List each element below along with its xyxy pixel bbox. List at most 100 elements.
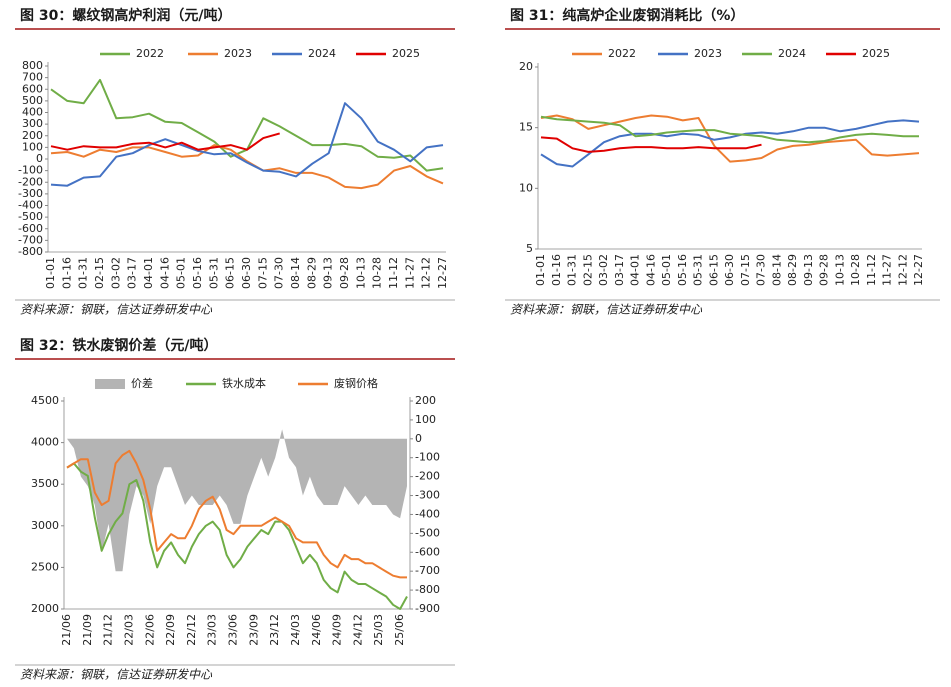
y-tick-label: 2500 (31, 560, 59, 573)
y-tick-label: 20 (519, 60, 533, 73)
x-tick-label: 05-16 (676, 254, 689, 286)
x-tick-label: 07-30 (755, 254, 768, 286)
legend-label: 2024 (308, 47, 336, 60)
series-line (50, 132, 280, 151)
x-tick-label: 03-02 (109, 257, 122, 289)
x-tick-label: 09-28 (818, 254, 831, 286)
legend-label: 2023 (694, 47, 722, 60)
y-tick-label: 800 (22, 59, 43, 72)
y-tick-label: 500 (22, 94, 43, 107)
x-tick-label: 08-14 (770, 254, 783, 286)
x-tick-label: 04-16 (158, 257, 171, 289)
y-tick-label: 5 (526, 242, 533, 255)
x-tick-label: 03-17 (613, 254, 626, 286)
x-tick-label: 02-15 (581, 254, 594, 286)
series-line (50, 102, 444, 187)
y-tick-label: -700 (18, 233, 43, 246)
x-tick-label: 24/12 (351, 614, 364, 646)
x-tick-label: 23/06 (227, 614, 240, 646)
series-line (66, 449, 407, 579)
x-tick-label: 10-13 (354, 257, 367, 289)
x-tick-label: 08-29 (305, 257, 318, 289)
x-tick-label: 11-12 (387, 257, 400, 289)
y-tick-label: 4000 (31, 436, 59, 449)
x-tick-label: 12-27 (436, 257, 449, 289)
y-tick-label: -200 (18, 175, 43, 188)
x-tick-label: 12-12 (896, 254, 909, 286)
y-tick-label: -800 (18, 245, 43, 258)
y2-tick-label: 200 (415, 394, 436, 407)
series-line (66, 462, 408, 610)
x-tick-label: 22/06 (143, 614, 156, 646)
x-tick-label: 11-27 (403, 257, 416, 289)
x-tick-label: 23/09 (247, 614, 260, 646)
y-tick-label: -600 (18, 222, 43, 235)
x-tick-label: 01-16 (550, 254, 563, 286)
x-tick-label: 03-17 (126, 257, 139, 289)
legend-label: 2022 (608, 47, 636, 60)
y2-tick-label: -500 (415, 526, 440, 539)
x-tick-label: 07-30 (273, 257, 286, 289)
x-tick-label: 24/09 (331, 614, 344, 646)
x-tick-label: 01-31 (566, 254, 579, 286)
x-tick-label: 21/12 (102, 614, 115, 646)
legend-label: 2025 (392, 47, 420, 60)
legend-label: 2024 (778, 47, 806, 60)
x-tick-label: 24/03 (289, 614, 302, 646)
x-tick-label: 21/06 (60, 614, 73, 646)
x-tick-label: 05-31 (692, 254, 705, 286)
series-line (540, 119, 920, 168)
y2-tick-label: -300 (415, 489, 440, 502)
source-note: 资料来源：钢联，信达证券研发中心 (20, 668, 213, 682)
x-tick-label: 09-28 (338, 257, 351, 289)
x-tick-label: 06-30 (240, 257, 253, 289)
x-tick-label: 07-15 (256, 257, 269, 289)
x-tick-label: 09-13 (802, 254, 815, 286)
x-tick-label: 08-14 (289, 257, 302, 289)
x-tick-label: 05-01 (175, 257, 188, 289)
legend-label: 价差 (131, 376, 153, 390)
y2-tick-label: -600 (415, 545, 440, 558)
y-tick-label: 3500 (31, 477, 59, 490)
series-line (540, 114, 920, 163)
x-tick-label: 03-02 (597, 254, 610, 286)
y-tick-label: 600 (22, 82, 43, 95)
x-tick-label: 06-15 (707, 254, 720, 286)
x-tick-label: 01-01 (534, 254, 547, 286)
x-tick-label: 22/12 (185, 614, 198, 646)
x-tick-label: 10-13 (833, 254, 846, 286)
x-tick-label: 11-12 (865, 254, 878, 286)
y-tick-label: 4500 (31, 394, 59, 407)
source-note: 资料来源：钢联，信达证券研发中心 (510, 303, 703, 317)
x-tick-label: 04-01 (629, 254, 642, 286)
x-tick-label: 01-31 (77, 257, 90, 289)
series-line (50, 144, 444, 190)
legend-label: 铁水成本 (222, 376, 266, 390)
x-tick-label: 21/09 (81, 614, 94, 646)
y-tick-label: 2000 (31, 602, 59, 615)
series-line (540, 136, 762, 153)
x-tick-label: 12-12 (420, 257, 433, 289)
x-tick-label: 22/09 (164, 614, 177, 646)
y-tick-label: -400 (18, 199, 43, 212)
series-line (540, 115, 919, 144)
x-tick-label: 24/06 (310, 614, 323, 646)
x-tick-label: 05-01 (660, 254, 673, 286)
y2-tick-label: 0 (415, 432, 422, 445)
y2-tick-label: 100 (415, 413, 436, 426)
x-tick-label: 04-16 (644, 254, 657, 286)
y-tick-label: 400 (22, 106, 43, 119)
x-tick-label: 25/06 (393, 614, 406, 646)
series-line (50, 78, 444, 172)
y2-tick-label: -700 (415, 564, 440, 577)
x-tick-label: 06-30 (723, 254, 736, 286)
y2-tick-label: -200 (415, 470, 440, 483)
source-note: 资料来源：钢联，信达证券研发中心 (20, 303, 213, 317)
y-tick-label: 3000 (31, 519, 59, 532)
y2-tick-label: -100 (415, 451, 440, 464)
x-tick-label: 08-29 (786, 254, 799, 286)
y-tick-label: 100 (22, 140, 43, 153)
y-tick-label: -300 (18, 187, 43, 200)
legend-label: 2025 (862, 47, 890, 60)
